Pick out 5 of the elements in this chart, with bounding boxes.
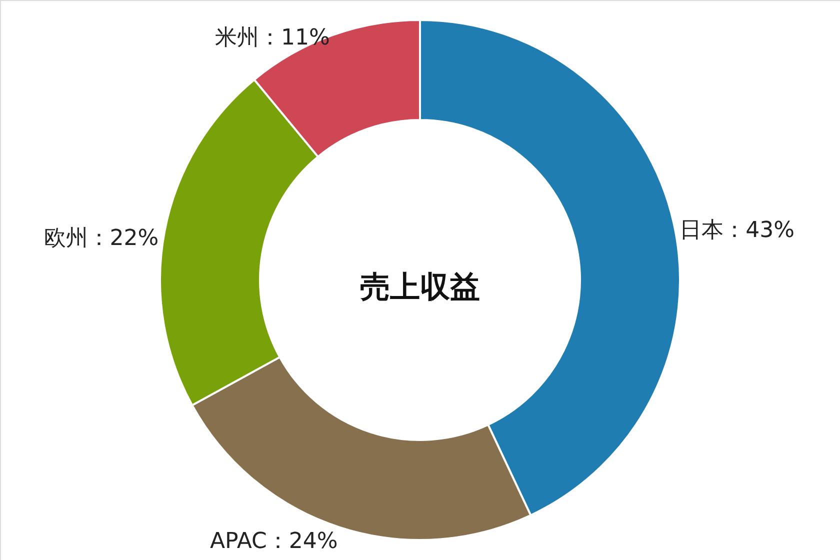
text: 売上収益 [360,270,480,305]
slice-label: 日本：43% [680,218,794,243]
slice-label: 米州：11% [214,26,330,51]
slice-label: 欧州：22% [44,226,159,252]
slice-label: APAC：24% [210,528,338,554]
